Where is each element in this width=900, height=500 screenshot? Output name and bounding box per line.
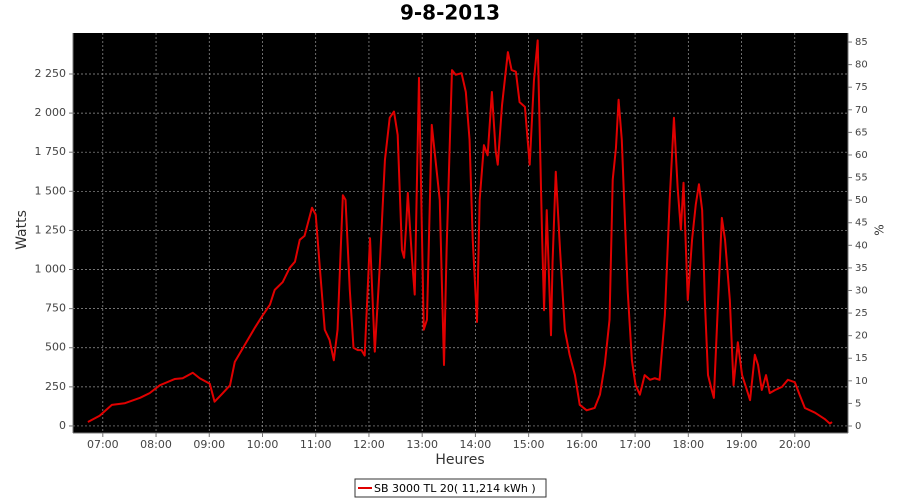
y2-tick-label: 40 [855,240,868,251]
y-tick-label: 2 000 [35,106,67,119]
x-tick-label: 15:00 [513,438,545,451]
y2-tick-label: 60 [855,150,868,161]
y-tick-label: 250 [45,380,66,393]
y2-tick-label: 45 [855,218,868,229]
y2-tick-label: 5 [855,398,861,409]
y2-tick-label: 35 [855,263,868,274]
y-tick-label: 1 750 [35,145,67,158]
y-tick-label: 1 500 [35,184,67,197]
data-line [87,39,833,425]
x-tick-label: 16:00 [566,438,598,451]
x-tick-label: 14:00 [460,438,492,451]
x-tick-label: 09:00 [193,438,225,451]
y2-tick-label: 70 [855,105,868,116]
y-tick-label: 0 [59,419,66,432]
y2-tick-label: 0 [855,421,861,432]
y2-tick-label: 25 [855,308,868,319]
y2-tick-label: 85 [855,37,868,48]
y2-tick-label: 55 [855,173,868,184]
chart-title: 9-8-2013 [400,1,500,25]
legend [354,478,547,498]
y-tick-label: 750 [45,302,66,315]
y-tick-label: 1 250 [35,223,67,236]
x-tick-label: 20:00 [779,438,811,451]
y-tick-label: 500 [45,341,66,354]
y2-tick-label: 80 [855,60,868,71]
x-axis-label: Heures [435,452,484,468]
x-tick-label: 08:00 [140,438,172,451]
y2-tick-label: 30 [855,285,868,296]
y2-tick-label: 10 [855,376,868,387]
y-tick-label: 1 000 [35,263,67,276]
y2-tick-label: 15 [855,353,868,364]
y2-tick-label: 75 [855,82,868,93]
y2-tick-label: 50 [855,195,868,206]
x-tick-label: 10:00 [247,438,279,451]
x-tick-label: 11:00 [300,438,332,451]
x-tick-label: 19:00 [726,438,758,451]
x-tick-label: 17:00 [619,438,651,451]
y2-axis-label: % [873,224,887,235]
x-tick-label: 12:00 [353,438,385,451]
legend-label: SB 3000 TL 20( 11,214 kWh ) [374,482,536,495]
plot-area [73,33,848,433]
y2-tick-label: 65 [855,127,868,138]
x-tick-label: 07:00 [87,438,119,451]
x-tick-label: 13:00 [406,438,438,451]
x-tick-label: 18:00 [672,438,704,451]
y-axis-label: Watts [14,210,30,250]
y2-tick-label: 20 [855,331,868,342]
y-tick-label: 2 250 [35,67,67,80]
